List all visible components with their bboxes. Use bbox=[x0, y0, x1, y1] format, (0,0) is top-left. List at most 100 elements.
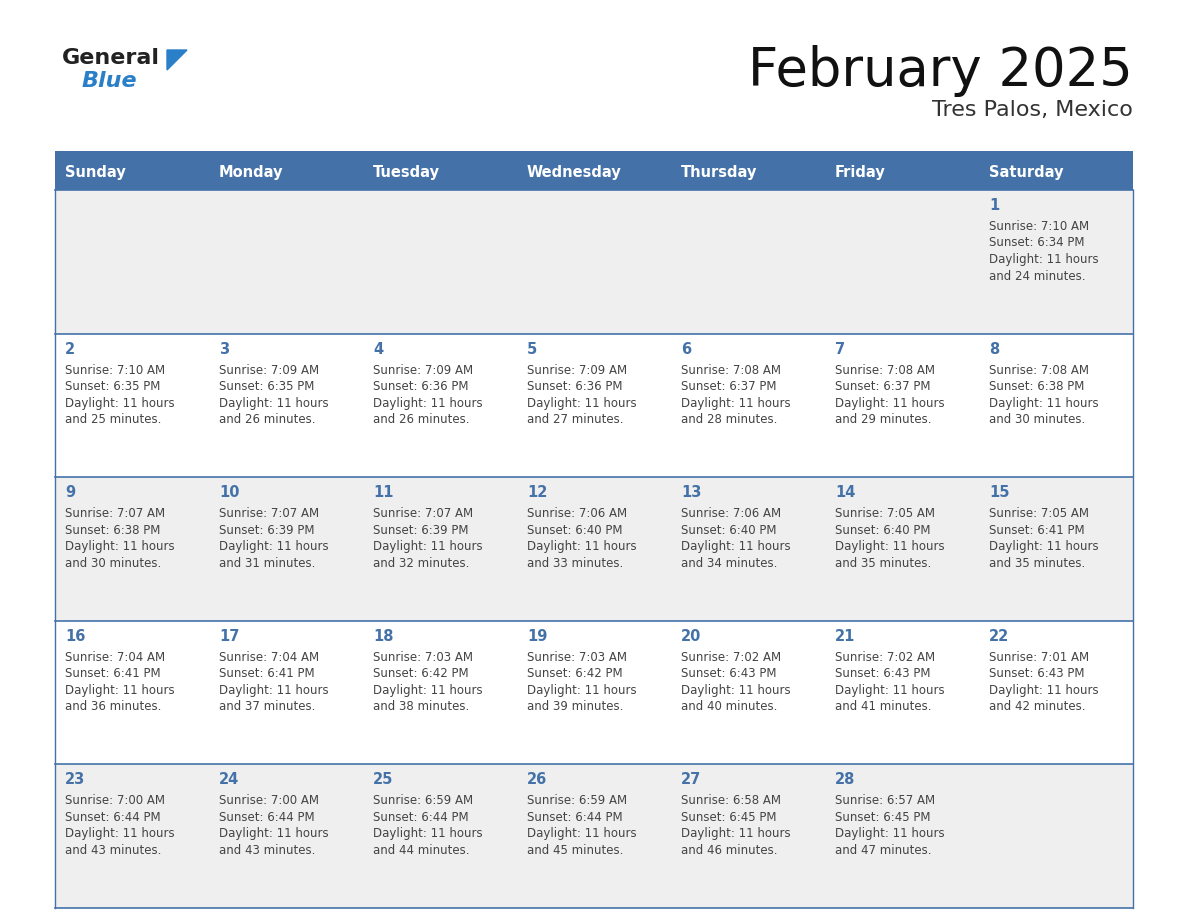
Text: Blue: Blue bbox=[82, 71, 138, 91]
Text: Sunrise: 7:07 AM: Sunrise: 7:07 AM bbox=[219, 508, 320, 521]
Text: Daylight: 11 hours: Daylight: 11 hours bbox=[219, 540, 329, 554]
Text: and 27 minutes.: and 27 minutes. bbox=[527, 413, 624, 426]
Text: Sunrise: 7:08 AM: Sunrise: 7:08 AM bbox=[835, 364, 935, 376]
Text: Sunrise: 7:10 AM: Sunrise: 7:10 AM bbox=[65, 364, 165, 376]
Text: and 29 minutes.: and 29 minutes. bbox=[835, 413, 931, 426]
Text: 17: 17 bbox=[219, 629, 239, 644]
Text: Sunrise: 6:58 AM: Sunrise: 6:58 AM bbox=[681, 794, 781, 808]
Text: 28: 28 bbox=[835, 772, 855, 788]
Text: Sunrise: 7:01 AM: Sunrise: 7:01 AM bbox=[988, 651, 1089, 664]
Text: Sunrise: 7:03 AM: Sunrise: 7:03 AM bbox=[373, 651, 473, 664]
Text: Sunset: 6:45 PM: Sunset: 6:45 PM bbox=[681, 811, 777, 823]
Text: Daylight: 11 hours: Daylight: 11 hours bbox=[835, 684, 944, 697]
Text: and 30 minutes.: and 30 minutes. bbox=[65, 556, 162, 570]
Text: Monday: Monday bbox=[219, 165, 284, 180]
Text: and 46 minutes.: and 46 minutes. bbox=[681, 844, 777, 856]
Text: Sunset: 6:44 PM: Sunset: 6:44 PM bbox=[219, 811, 315, 823]
Text: Thursday: Thursday bbox=[681, 165, 758, 180]
Text: Sunrise: 6:59 AM: Sunrise: 6:59 AM bbox=[527, 794, 627, 808]
Text: and 35 minutes.: and 35 minutes. bbox=[988, 556, 1086, 570]
Text: Sunset: 6:40 PM: Sunset: 6:40 PM bbox=[681, 523, 777, 537]
Text: and 39 minutes.: and 39 minutes. bbox=[527, 700, 624, 713]
Text: Daylight: 11 hours: Daylight: 11 hours bbox=[219, 827, 329, 840]
Text: Sunset: 6:42 PM: Sunset: 6:42 PM bbox=[527, 667, 623, 680]
Text: Sunrise: 7:08 AM: Sunrise: 7:08 AM bbox=[681, 364, 781, 376]
Text: Daylight: 11 hours: Daylight: 11 hours bbox=[65, 827, 175, 840]
Text: and 44 minutes.: and 44 minutes. bbox=[373, 844, 469, 856]
Text: and 37 minutes.: and 37 minutes. bbox=[219, 700, 315, 713]
Text: 6: 6 bbox=[681, 341, 691, 356]
Text: and 33 minutes.: and 33 minutes. bbox=[527, 556, 624, 570]
Text: Sunset: 6:43 PM: Sunset: 6:43 PM bbox=[681, 667, 777, 680]
Text: Wednesday: Wednesday bbox=[527, 165, 621, 180]
Text: Sunset: 6:37 PM: Sunset: 6:37 PM bbox=[835, 380, 930, 393]
Text: Tuesday: Tuesday bbox=[373, 165, 440, 180]
Text: 3: 3 bbox=[219, 341, 229, 356]
Text: and 45 minutes.: and 45 minutes. bbox=[527, 844, 624, 856]
Text: Sunrise: 7:09 AM: Sunrise: 7:09 AM bbox=[373, 364, 473, 376]
Text: Daylight: 11 hours: Daylight: 11 hours bbox=[681, 827, 791, 840]
Text: 1: 1 bbox=[988, 198, 999, 213]
Text: Daylight: 11 hours: Daylight: 11 hours bbox=[681, 397, 791, 409]
Text: 14: 14 bbox=[835, 486, 855, 500]
Text: and 28 minutes.: and 28 minutes. bbox=[681, 413, 777, 426]
Text: 7: 7 bbox=[835, 341, 845, 356]
Text: Saturday: Saturday bbox=[988, 165, 1063, 180]
Text: Sunset: 6:35 PM: Sunset: 6:35 PM bbox=[65, 380, 160, 393]
Text: Sunset: 6:37 PM: Sunset: 6:37 PM bbox=[681, 380, 777, 393]
Text: and 26 minutes.: and 26 minutes. bbox=[219, 413, 316, 426]
Text: Sunset: 6:44 PM: Sunset: 6:44 PM bbox=[527, 811, 623, 823]
Text: Sunset: 6:41 PM: Sunset: 6:41 PM bbox=[219, 667, 315, 680]
Text: 23: 23 bbox=[65, 772, 86, 788]
Text: and 38 minutes.: and 38 minutes. bbox=[373, 700, 469, 713]
Text: Daylight: 11 hours: Daylight: 11 hours bbox=[373, 540, 482, 554]
Text: Sunset: 6:36 PM: Sunset: 6:36 PM bbox=[527, 380, 623, 393]
Text: and 47 minutes.: and 47 minutes. bbox=[835, 844, 931, 856]
Text: Sunrise: 7:04 AM: Sunrise: 7:04 AM bbox=[219, 651, 320, 664]
Text: 2: 2 bbox=[65, 341, 75, 356]
Text: 8: 8 bbox=[988, 341, 999, 356]
Text: Sunset: 6:35 PM: Sunset: 6:35 PM bbox=[219, 380, 315, 393]
Text: Daylight: 11 hours: Daylight: 11 hours bbox=[527, 827, 637, 840]
Bar bbox=[55, 151, 1133, 155]
Text: 4: 4 bbox=[373, 341, 383, 356]
Text: Daylight: 11 hours: Daylight: 11 hours bbox=[219, 397, 329, 409]
Text: Sunset: 6:43 PM: Sunset: 6:43 PM bbox=[988, 667, 1085, 680]
Text: and 36 minutes.: and 36 minutes. bbox=[65, 700, 162, 713]
Text: Daylight: 11 hours: Daylight: 11 hours bbox=[527, 540, 637, 554]
Text: Sunset: 6:40 PM: Sunset: 6:40 PM bbox=[835, 523, 930, 537]
Bar bbox=[209, 155, 364, 190]
Text: Daylight: 11 hours: Daylight: 11 hours bbox=[835, 397, 944, 409]
Text: Sunset: 6:44 PM: Sunset: 6:44 PM bbox=[373, 811, 468, 823]
Text: Daylight: 11 hours: Daylight: 11 hours bbox=[527, 684, 637, 697]
Text: Daylight: 11 hours: Daylight: 11 hours bbox=[681, 684, 791, 697]
Text: and 40 minutes.: and 40 minutes. bbox=[681, 700, 777, 713]
Text: Daylight: 11 hours: Daylight: 11 hours bbox=[988, 397, 1099, 409]
Text: 24: 24 bbox=[219, 772, 239, 788]
Text: Sunrise: 7:05 AM: Sunrise: 7:05 AM bbox=[835, 508, 935, 521]
Text: Daylight: 11 hours: Daylight: 11 hours bbox=[373, 827, 482, 840]
Bar bbox=[55, 190, 1133, 333]
Text: 13: 13 bbox=[681, 486, 701, 500]
Text: Daylight: 11 hours: Daylight: 11 hours bbox=[988, 253, 1099, 266]
Text: Daylight: 11 hours: Daylight: 11 hours bbox=[835, 540, 944, 554]
Text: 10: 10 bbox=[219, 486, 240, 500]
Text: Sunrise: 7:09 AM: Sunrise: 7:09 AM bbox=[219, 364, 320, 376]
Text: Sunset: 6:36 PM: Sunset: 6:36 PM bbox=[373, 380, 468, 393]
Bar bbox=[55, 765, 1133, 908]
Text: 16: 16 bbox=[65, 629, 86, 644]
Text: Sunrise: 7:09 AM: Sunrise: 7:09 AM bbox=[527, 364, 627, 376]
Text: and 41 minutes.: and 41 minutes. bbox=[835, 700, 931, 713]
Text: Sunrise: 7:07 AM: Sunrise: 7:07 AM bbox=[373, 508, 473, 521]
Text: February 2025: February 2025 bbox=[748, 45, 1133, 97]
Bar bbox=[55, 621, 1133, 765]
Text: Daylight: 11 hours: Daylight: 11 hours bbox=[988, 540, 1099, 554]
Bar bbox=[824, 155, 979, 190]
Text: 11: 11 bbox=[373, 486, 393, 500]
Text: Daylight: 11 hours: Daylight: 11 hours bbox=[527, 397, 637, 409]
Text: Sunrise: 7:08 AM: Sunrise: 7:08 AM bbox=[988, 364, 1089, 376]
Text: Sunset: 6:39 PM: Sunset: 6:39 PM bbox=[219, 523, 315, 537]
Text: and 35 minutes.: and 35 minutes. bbox=[835, 556, 931, 570]
Text: Sunrise: 6:57 AM: Sunrise: 6:57 AM bbox=[835, 794, 935, 808]
Text: Sunrise: 7:00 AM: Sunrise: 7:00 AM bbox=[219, 794, 320, 808]
